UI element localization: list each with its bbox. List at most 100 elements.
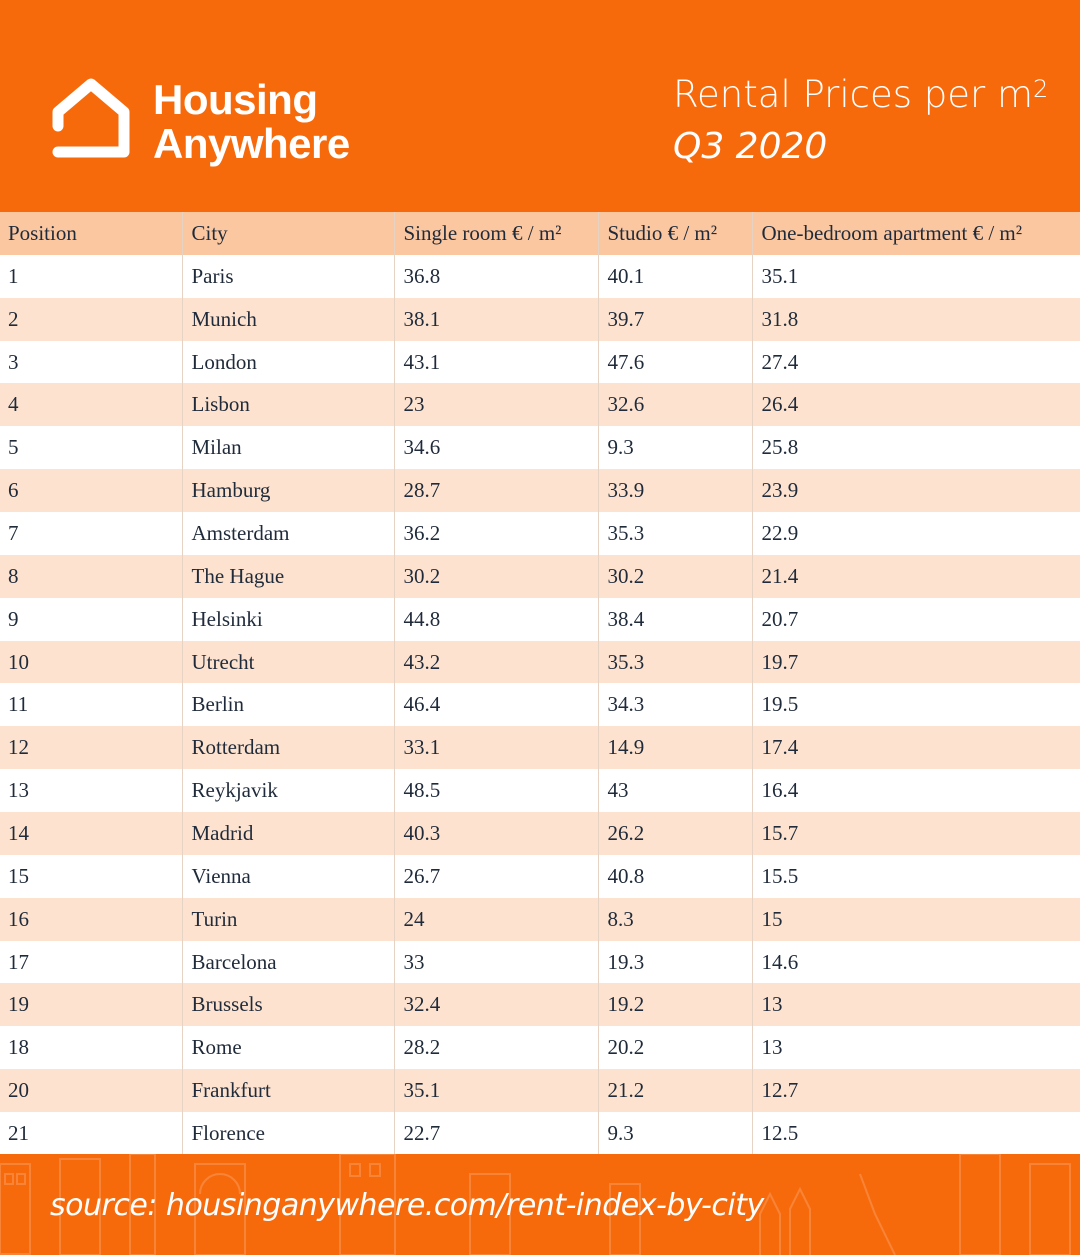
cell-city: Reykjavik [181, 769, 394, 813]
house-icon [52, 78, 130, 158]
cell-city: Helsinki [181, 597, 394, 641]
cell-studio: 43 [597, 769, 752, 813]
cell-one-bedroom: 35.1 [751, 254, 1080, 298]
cell-one-bedroom: 12.5 [751, 1112, 1080, 1155]
cell-position: 12 [8, 735, 29, 760]
table-row: 7 Amsterdam 36.2 35.3 22.9 [0, 512, 1080, 555]
cell-studio: 9.3 [597, 426, 752, 470]
table-row: 19 Brussels 32.4 19.2 13 [0, 983, 1080, 1027]
cell-position: 6 [8, 478, 19, 503]
table-row: 17 Barcelona 33 19.3 14.6 [0, 940, 1080, 984]
cell-position: 14 [8, 820, 29, 845]
cell-position: 3 [8, 349, 19, 374]
cell-one-bedroom: 22.9 [751, 512, 1080, 555]
cell-single-room: 30.2 [393, 554, 598, 598]
table-row: 5 Milan 34.6 9.3 25.8 [0, 426, 1080, 470]
cell-city: Florence [181, 1112, 394, 1155]
cell-single-room: 28.7 [393, 469, 598, 513]
cell-position: 19 [8, 992, 29, 1017]
cell-one-bedroom: 17.4 [751, 726, 1080, 770]
cell-studio: 47.6 [597, 340, 752, 384]
cell-studio: 20.2 [597, 1026, 752, 1070]
cell-city: Frankfurt [181, 1069, 394, 1113]
cell-position: 20 [8, 1078, 29, 1103]
source-citation: source: housinganywhere.com/rent-index-b… [50, 1188, 764, 1223]
cell-studio: 8.3 [597, 897, 752, 941]
cell-studio: 39.7 [597, 297, 752, 341]
cell-single-room: 26.7 [393, 854, 598, 898]
table-row: 2 Munich 38.1 39.7 31.8 [0, 297, 1080, 341]
cell-position: 16 [8, 906, 29, 931]
cell-position: 10 [8, 649, 29, 674]
cell-single-room: 23 [393, 383, 598, 427]
table-row: 8 The Hague 30.2 30.2 21.4 [0, 554, 1080, 598]
cell-studio: 40.1 [597, 254, 752, 298]
cell-single-room: 24 [393, 897, 598, 941]
cell-one-bedroom: 31.8 [751, 297, 1080, 341]
cell-city: London [181, 340, 394, 384]
cell-studio: 30.2 [597, 554, 752, 598]
table-row: 13 Reykjavik 48.5 43 16.4 [0, 769, 1080, 813]
cell-position: 5 [8, 435, 19, 460]
brand-line-1: Housing [153, 76, 318, 123]
cell-single-room: 38.1 [393, 297, 598, 341]
cell-city: Madrid [181, 812, 394, 855]
cell-single-room: 44.8 [393, 597, 598, 641]
cell-city: Turin [181, 897, 394, 941]
cell-position: 8 [8, 563, 19, 588]
cell-single-room: 35.1 [393, 1069, 598, 1113]
cell-one-bedroom: 19.5 [751, 683, 1080, 727]
cell-city: Brussels [181, 983, 394, 1027]
cell-studio: 9.3 [597, 1112, 752, 1155]
cell-one-bedroom: 19.7 [751, 640, 1080, 684]
table-row: 21 Florence 22.7 9.3 12.5 [0, 1112, 1080, 1155]
cell-city: Milan [181, 426, 394, 470]
cell-studio: 21.2 [597, 1069, 752, 1113]
title-text: Rental Prices per m [673, 73, 1034, 116]
cell-position: 13 [8, 778, 29, 803]
cell-city: Paris [181, 254, 394, 298]
column-header-studio: Studio € / m² [597, 212, 752, 255]
cell-one-bedroom: 25.8 [751, 426, 1080, 470]
cell-one-bedroom: 26.4 [751, 383, 1080, 427]
cell-one-bedroom: 27.4 [751, 340, 1080, 384]
cell-city: Utrecht [181, 640, 394, 684]
column-header-position: Position [8, 220, 77, 245]
cell-city: Hamburg [181, 469, 394, 513]
cell-single-room: 33 [393, 940, 598, 984]
cell-studio: 38.4 [597, 597, 752, 641]
footer-banner [0, 1154, 1080, 1255]
cell-studio: 32.6 [597, 383, 752, 427]
cell-studio: 35.3 [597, 640, 752, 684]
cell-city: Berlin [181, 683, 394, 727]
cell-one-bedroom: 16.4 [751, 769, 1080, 813]
cell-position: 15 [8, 863, 29, 888]
cell-city: Amsterdam [181, 512, 394, 555]
column-header-one-bedroom: One-bedroom apartment € / m² [751, 212, 1080, 255]
cell-city: Lisbon [181, 383, 394, 427]
brand-line-2: Anywhere [153, 120, 350, 167]
cell-one-bedroom: 13 [751, 1026, 1080, 1070]
table-row: 6 Hamburg 28.7 33.9 23.9 [0, 469, 1080, 513]
table-row: 15 Vienna 26.7 40.8 15.5 [0, 854, 1080, 898]
cell-one-bedroom: 15.5 [751, 854, 1080, 898]
table-row: 14 Madrid 40.3 26.2 15.7 [0, 812, 1080, 855]
page-subtitle: Q3 2020 [673, 126, 828, 167]
cell-one-bedroom: 15.7 [751, 812, 1080, 855]
cell-position: 11 [8, 692, 29, 717]
cell-city: Barcelona [181, 940, 394, 984]
cell-position: 18 [8, 1035, 29, 1060]
cell-position: 1 [8, 263, 19, 288]
cell-studio: 19.2 [597, 983, 752, 1027]
cell-single-room: 48.5 [393, 769, 598, 813]
cell-city: Vienna [181, 854, 394, 898]
cell-position: 4 [8, 392, 19, 417]
cell-studio: 19.3 [597, 940, 752, 984]
cell-position: 9 [8, 606, 19, 631]
cell-position: 2 [8, 306, 19, 331]
cell-single-room: 43.2 [393, 640, 598, 684]
brand-logo-text: Housing Anywhere [153, 78, 350, 166]
table-row: 1 Paris 36.8 40.1 35.1 [0, 254, 1080, 298]
cell-single-room: 43.1 [393, 340, 598, 384]
cell-position: 21 [8, 1120, 29, 1145]
